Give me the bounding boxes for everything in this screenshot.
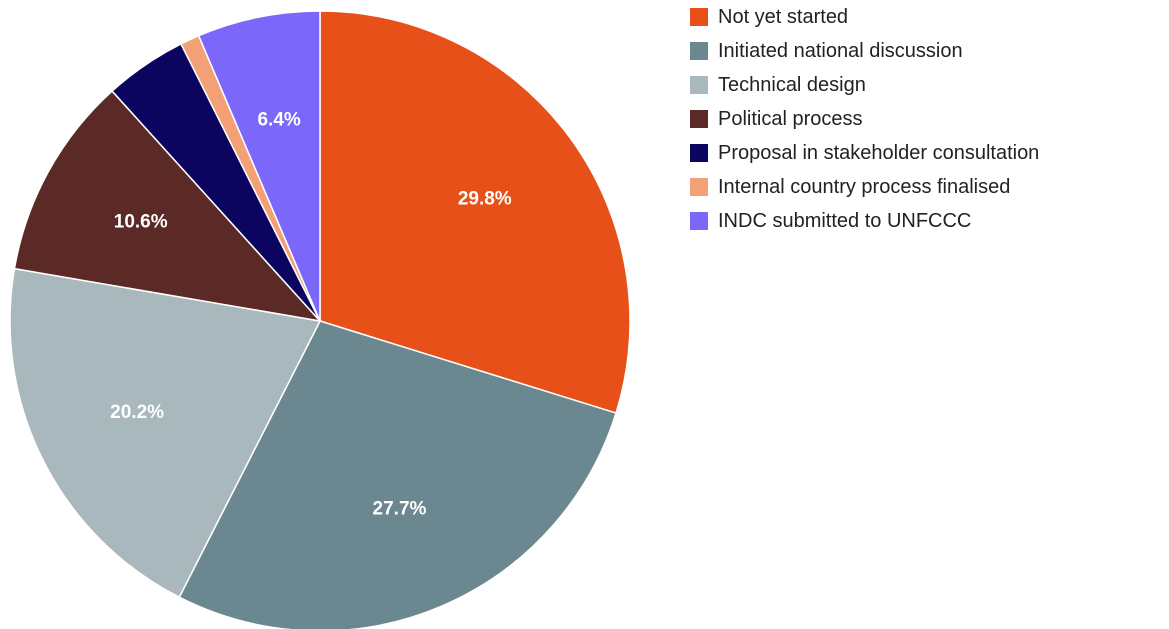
legend-label: Political process xyxy=(718,108,863,130)
legend-swatch xyxy=(690,178,708,196)
legend-swatch xyxy=(690,212,708,230)
legend-item: Not yet started xyxy=(690,6,1039,28)
pie-slice xyxy=(178,320,617,629)
legend-swatch xyxy=(690,144,708,162)
legend-item: Proposal in stakeholder consultation xyxy=(690,142,1039,164)
legend-swatch xyxy=(690,8,708,26)
legend-item: INDC submitted to UNFCCC xyxy=(690,210,1039,232)
legend-label: Internal country process finalised xyxy=(718,176,1011,198)
legend-item: Political process xyxy=(690,108,1039,130)
legend-item: Internal country process finalised xyxy=(690,176,1039,198)
legend-label: INDC submitted to UNFCCC xyxy=(718,210,972,232)
legend-label: Not yet started xyxy=(718,6,849,28)
legend-swatch xyxy=(690,76,708,94)
pie-slice xyxy=(9,267,322,599)
legend-label: Technical design xyxy=(718,74,866,96)
slice-label: 27.7% xyxy=(373,499,427,520)
pie-slice xyxy=(197,10,321,322)
slice-label: 6.4% xyxy=(257,110,300,131)
pie-slice xyxy=(319,10,631,415)
slice-label: 10.6% xyxy=(114,211,168,232)
legend-item: Initiated national discussion xyxy=(690,40,1039,62)
slice-label: 29.8% xyxy=(458,189,512,210)
legend-label: Proposal in stakeholder consultation xyxy=(718,142,1040,164)
legend-swatch xyxy=(690,110,708,128)
legend: Not yet started Initiated national discus… xyxy=(690,6,1039,244)
legend-swatch xyxy=(690,42,708,60)
slice-label: 20.2% xyxy=(110,402,164,423)
legend-label: Initiated national discussion xyxy=(718,40,963,62)
legend-item: Technical design xyxy=(690,74,1039,96)
chart: 29.8% 27.7% 20.2% 10.6% 6.4% xyxy=(9,10,631,629)
pie-slice xyxy=(13,90,323,323)
